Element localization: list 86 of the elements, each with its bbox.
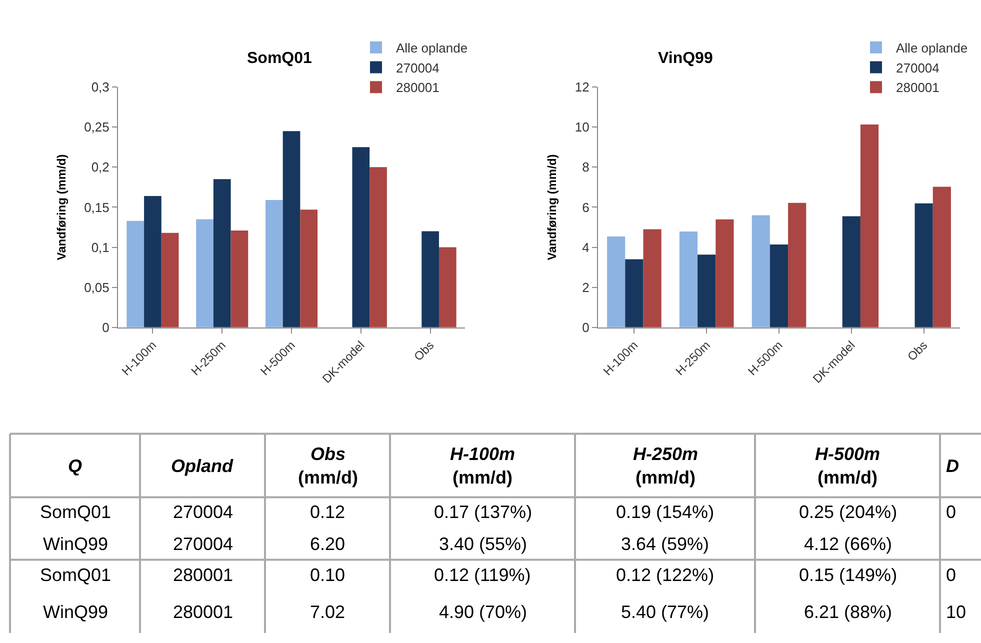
- bar: [352, 147, 370, 328]
- y-axis-title: Vandføring (mm/d): [545, 154, 560, 260]
- y-tick-label: 12: [574, 80, 590, 95]
- text: 6.20: [310, 534, 346, 554]
- text: 280001: [173, 602, 234, 622]
- y-tick-label: 6: [582, 200, 590, 215]
- bar: [698, 254, 716, 328]
- text: Obs (mm/d): [298, 444, 358, 488]
- text: WinQ99: [43, 534, 108, 554]
- y-tick-label: 0,1: [91, 240, 110, 255]
- text: SomQ01: [40, 565, 112, 585]
- text: 4.12 (66%): [804, 534, 892, 554]
- text: 0.25 (204%): [799, 502, 898, 522]
- bar: [860, 124, 879, 328]
- y-tick-label: 0,25: [84, 120, 110, 135]
- y-tick-label: 0,3: [91, 80, 110, 95]
- text: 270004: [173, 534, 234, 554]
- y-axis-title: Vandføring (mm/d): [54, 154, 68, 260]
- bar: [213, 179, 231, 328]
- bar: [643, 229, 662, 328]
- y-tick-label: 0,05: [84, 280, 110, 295]
- text: SomQ01: [40, 502, 112, 522]
- y-tick-label: 4: [582, 240, 590, 255]
- text: 5.40 (77%): [621, 602, 710, 622]
- bar: [625, 259, 644, 328]
- bar: [126, 220, 144, 328]
- bar: [716, 219, 734, 328]
- bar: [282, 131, 300, 328]
- text: D: [946, 456, 959, 476]
- bar: [438, 247, 456, 328]
- legend-label: 280001: [896, 80, 940, 96]
- legend-label: 280001: [396, 80, 440, 96]
- bar: [842, 216, 860, 328]
- text: 270004: [173, 502, 234, 522]
- y-tick-label: 10: [574, 120, 590, 135]
- text: H-250m (mm/d): [633, 444, 698, 488]
- bar: [752, 215, 770, 328]
- text: 6.21 (88%): [804, 602, 892, 622]
- text: 3.64 (59%): [621, 534, 710, 554]
- bar: [788, 202, 806, 328]
- bar: [607, 236, 626, 328]
- text: 10: [946, 602, 966, 622]
- bar: [265, 200, 283, 328]
- bar: [422, 231, 439, 328]
- y-tick-label: 0,2: [91, 160, 110, 175]
- text: 7.02: [310, 602, 346, 622]
- text: 0.19 (154%): [616, 502, 714, 522]
- text: 0.12 (119%): [434, 565, 531, 585]
- bar: [230, 230, 248, 328]
- text: WinQ99: [43, 602, 108, 622]
- text: 3.40 (55%): [439, 534, 528, 554]
- text: 0.15 (149%): [799, 565, 898, 585]
- bar: [679, 231, 698, 328]
- y-tick-label: 0,15: [84, 200, 110, 215]
- text: 0: [946, 565, 956, 585]
- x-tick-label: Obs: [904, 338, 930, 364]
- bar: [932, 186, 951, 328]
- legend-label: 270004: [896, 60, 940, 76]
- bar: [370, 167, 387, 328]
- legend-label: Alle oplande: [896, 40, 968, 56]
- text: 0.10: [310, 565, 346, 585]
- y-tick-label: 8: [582, 160, 590, 175]
- text: 280001: [173, 565, 234, 585]
- bar: [144, 196, 162, 328]
- text: 0.17 (137%): [434, 502, 532, 522]
- bar: [161, 232, 179, 328]
- text: H-100m (mm/d): [450, 444, 516, 488]
- chart-title: SomQ01: [247, 50, 312, 67]
- text: 0.12 (122%): [616, 565, 714, 585]
- text: 4.90 (70%): [439, 602, 528, 622]
- chart-title: VinQ99: [658, 50, 713, 67]
- text: 0: [946, 502, 956, 522]
- y-tick-label: 2: [582, 280, 590, 295]
- bar: [914, 203, 933, 328]
- bar: [770, 244, 788, 328]
- bar: [300, 210, 318, 328]
- y-tick-label: 0: [102, 320, 110, 335]
- text: H-500m (mm/d): [815, 444, 880, 488]
- text: Q: [68, 456, 82, 476]
- bar: [196, 219, 214, 328]
- text: 0.12: [310, 502, 346, 522]
- legend-label: Alle oplande: [396, 40, 468, 56]
- x-tick-label: Obs: [411, 338, 437, 364]
- y-tick-label: 0: [582, 320, 590, 335]
- text: Opland: [171, 456, 234, 476]
- legend-label: 270004: [396, 60, 440, 76]
